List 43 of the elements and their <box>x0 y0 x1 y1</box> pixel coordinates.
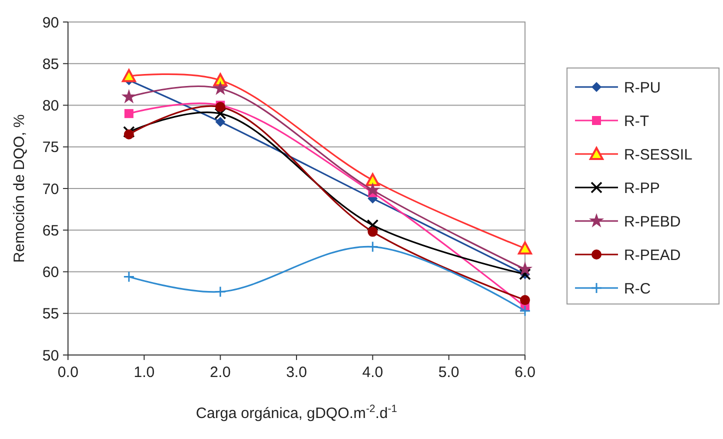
point <box>124 109 134 118</box>
legend-label: R-PU <box>624 79 661 96</box>
y-tick-label: 60 <box>42 264 59 281</box>
y-tick-label: 70 <box>42 180 59 198</box>
y-tick-label: 55 <box>42 306 59 323</box>
point <box>517 261 533 276</box>
x-tick-label: 0.0 <box>58 364 78 381</box>
point <box>215 116 226 127</box>
point <box>212 80 228 95</box>
point <box>519 305 531 317</box>
y-tick-label: 50 <box>42 347 59 364</box>
x-tick-label: 3.0 <box>286 364 307 381</box>
point <box>122 69 136 82</box>
legend-label: R-PEAD <box>624 246 681 264</box>
point <box>520 295 530 306</box>
x-tick-label: 2.0 <box>210 364 231 381</box>
x-axis-title: Carga orgánica, gDQO.m$^{-2}$.d$^{-1}$ <box>196 403 398 422</box>
y-tick-label: 75 <box>42 139 59 156</box>
y-tick-label: 85 <box>42 56 59 73</box>
point <box>123 270 135 282</box>
y-axis-title: Remoción de DQO, % <box>11 114 28 263</box>
point <box>366 173 380 186</box>
y-tick-label: 80 <box>42 98 59 114</box>
x-tick-label: 5.0 <box>438 364 460 381</box>
point <box>214 286 226 298</box>
x-tick-label: 6.0 <box>514 364 536 381</box>
legend-label: R-PP <box>624 180 660 197</box>
x-tick-label: 1.0 <box>134 364 155 381</box>
legend-label: R-C <box>624 280 651 298</box>
point <box>214 108 226 120</box>
legend-label: R-PEBD <box>624 213 681 230</box>
point <box>368 226 378 237</box>
point <box>124 129 134 140</box>
x-tick-label: 4.0 <box>362 364 384 381</box>
y-tick-label: 65 <box>42 222 59 240</box>
point <box>518 241 532 254</box>
point <box>123 126 135 138</box>
legend-label: R-T <box>624 112 649 130</box>
point <box>366 219 379 232</box>
point <box>365 182 380 197</box>
y-tick-label: 90 <box>42 14 59 32</box>
legend-label: R-SESSIL <box>624 146 692 164</box>
point <box>121 89 136 104</box>
